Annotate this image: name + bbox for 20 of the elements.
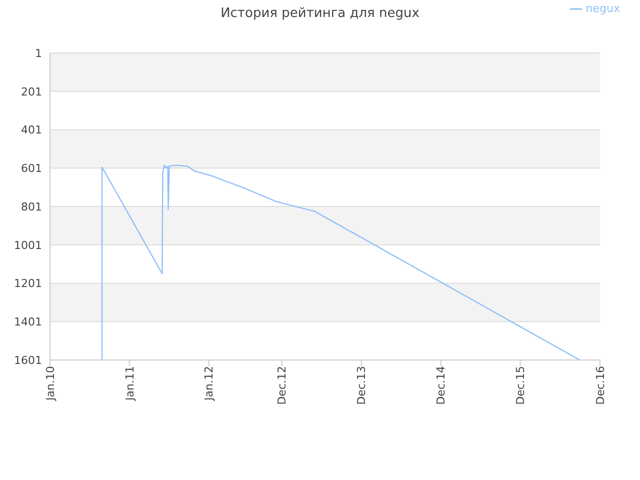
y-tick-label: 201 bbox=[21, 85, 42, 98]
y-tick-label: 1 bbox=[35, 46, 42, 60]
x-tick-label: Jan.10 bbox=[44, 366, 57, 402]
y-tick-label: 1201 bbox=[14, 277, 42, 290]
y-tick-label: 1001 bbox=[14, 238, 42, 252]
x-tick-label: Dec.14 bbox=[434, 366, 448, 405]
y-tick-label: 801 bbox=[21, 200, 42, 214]
y-tick-label: 1401 bbox=[14, 316, 42, 329]
x-tick-label: Dec.12 bbox=[276, 366, 289, 405]
y-tick-label: 1601 bbox=[14, 354, 42, 367]
line-series bbox=[101, 164, 580, 360]
x-tick-label: Dec.16 bbox=[594, 366, 607, 405]
y-tick-label: 401 bbox=[21, 124, 42, 137]
x-tick-label: Jan.12 bbox=[202, 366, 216, 402]
x-tick-label: Jan.11 bbox=[123, 366, 136, 402]
legend-label: negux bbox=[586, 2, 620, 15]
y-tick-label: 601 bbox=[21, 162, 42, 176]
x-tick-label: Dec.13 bbox=[355, 366, 368, 405]
x-tick-label: Dec.15 bbox=[514, 366, 528, 405]
chart-title: История рейтинга для negux bbox=[220, 6, 420, 21]
